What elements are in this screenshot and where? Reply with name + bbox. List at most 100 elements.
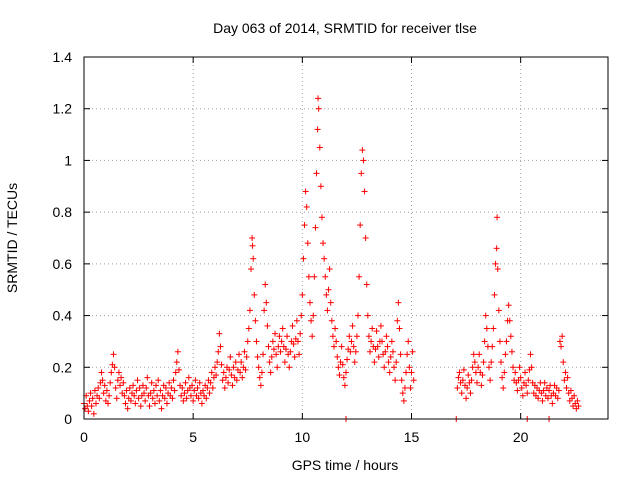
data-point — [326, 266, 333, 273]
y-tick-label: 1 — [64, 152, 72, 168]
data-point — [227, 353, 234, 360]
data-point — [403, 369, 410, 376]
data-point — [514, 387, 521, 394]
data-point — [257, 382, 264, 389]
data-point — [465, 372, 472, 379]
data-point — [284, 333, 291, 340]
data-point — [410, 377, 417, 384]
data-point — [261, 307, 268, 314]
data-point — [567, 387, 574, 394]
data-point — [265, 343, 272, 350]
data-point — [409, 348, 416, 355]
data-point — [268, 353, 275, 360]
data-point — [156, 397, 163, 404]
data-point — [339, 361, 346, 368]
data-point — [377, 322, 384, 329]
data-point — [459, 377, 466, 384]
data-point — [194, 384, 201, 391]
data-point — [555, 387, 562, 394]
data-point — [218, 361, 225, 368]
data-point — [130, 382, 137, 389]
data-point — [123, 387, 130, 394]
data-point — [222, 374, 229, 381]
data-point — [297, 330, 304, 337]
data-point — [386, 369, 393, 376]
data-point — [267, 369, 274, 376]
data-point — [455, 374, 462, 381]
data-point — [276, 333, 283, 340]
data-point — [144, 374, 151, 381]
data-point — [408, 369, 415, 376]
data-point — [248, 266, 255, 273]
data-point — [255, 364, 262, 371]
grid — [84, 57, 608, 419]
data-point — [87, 390, 94, 397]
data-point — [489, 343, 496, 350]
data-point — [299, 291, 306, 298]
data-point — [246, 307, 253, 314]
data-point — [332, 325, 339, 332]
data-point — [229, 382, 236, 389]
data-point — [127, 397, 134, 404]
data-point — [389, 348, 396, 355]
data-point — [330, 343, 337, 350]
data-point — [539, 397, 546, 404]
data-point — [183, 395, 190, 402]
data-point — [397, 351, 404, 358]
data-point — [155, 377, 162, 384]
data-point — [540, 387, 547, 394]
data-point — [172, 369, 179, 376]
data-point — [141, 390, 148, 397]
data-point — [163, 400, 170, 407]
data-point — [250, 255, 257, 262]
data-point — [237, 369, 244, 376]
data-point — [302, 188, 309, 195]
data-point — [195, 395, 202, 402]
x-tick-label: 15 — [404, 429, 420, 445]
data-point — [274, 364, 281, 371]
data-point — [181, 390, 188, 397]
data-point — [281, 359, 288, 366]
data-point — [293, 317, 300, 324]
data-point — [91, 387, 98, 394]
data-point — [221, 384, 228, 391]
data-point — [467, 390, 474, 397]
x-axis-label: GPS time / hours — [292, 457, 399, 473]
data-point — [517, 374, 524, 381]
data-point — [187, 392, 194, 399]
data-point — [179, 384, 186, 391]
data-point — [273, 351, 280, 358]
data-point — [131, 392, 138, 399]
data-point — [239, 374, 246, 381]
x-tick-label: 0 — [80, 429, 88, 445]
data-point — [336, 372, 343, 379]
data-point — [153, 382, 160, 389]
data-point — [562, 369, 569, 376]
data-point — [122, 400, 129, 407]
y-tick-label: 0.6 — [53, 256, 73, 272]
data-point — [118, 374, 125, 381]
chart-title: Day 063 of 2014, SRMTID for receiver tls… — [213, 20, 477, 36]
data-point — [375, 353, 382, 360]
data-point — [323, 291, 330, 298]
data-point — [272, 330, 279, 337]
data-point — [314, 126, 321, 133]
data-point — [232, 359, 239, 366]
data-point — [311, 273, 318, 280]
data-point — [505, 302, 512, 309]
y-tick-label: 0.8 — [53, 204, 73, 220]
data-point — [322, 273, 329, 280]
data-point — [574, 397, 581, 404]
data-point — [387, 353, 394, 360]
data-point — [493, 245, 500, 252]
data-point — [317, 183, 324, 190]
data-point — [301, 222, 308, 229]
data-point — [300, 255, 307, 262]
data-point — [357, 222, 364, 229]
data-point — [348, 338, 355, 345]
data-point — [544, 395, 551, 402]
data-point — [328, 317, 335, 324]
data-point — [476, 351, 483, 358]
data-point — [394, 317, 401, 324]
data-point — [315, 105, 322, 112]
